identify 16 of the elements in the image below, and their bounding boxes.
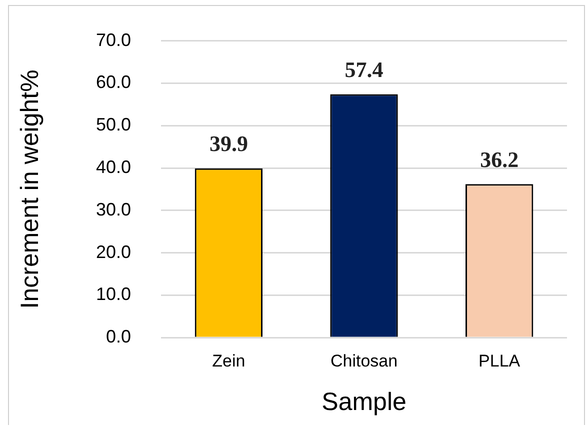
y-tick-label: 70.0 bbox=[96, 30, 132, 50]
x-axis-title: Sample bbox=[322, 388, 406, 416]
y-tick-label: 0.0 bbox=[106, 326, 132, 347]
x-tick-label: Chitosan bbox=[330, 351, 398, 370]
x-tick-label: Zein bbox=[212, 351, 246, 370]
y-axis-title: Increment in weight% bbox=[16, 70, 44, 309]
x-tick-label: PLLA bbox=[478, 351, 521, 370]
y-tick-label: 50.0 bbox=[96, 114, 132, 135]
y-tick-label: 60.0 bbox=[96, 72, 132, 92]
y-tick-label: 40.0 bbox=[96, 156, 132, 177]
data-label: 39.9 bbox=[209, 131, 248, 156]
data-label: 36.2 bbox=[480, 146, 519, 172]
y-tick-label: 20.0 bbox=[96, 242, 132, 262]
y-tick-label: 30.0 bbox=[96, 199, 132, 220]
data-label: 57.4 bbox=[344, 56, 384, 82]
y-tick-label: 10.0 bbox=[96, 284, 132, 304]
